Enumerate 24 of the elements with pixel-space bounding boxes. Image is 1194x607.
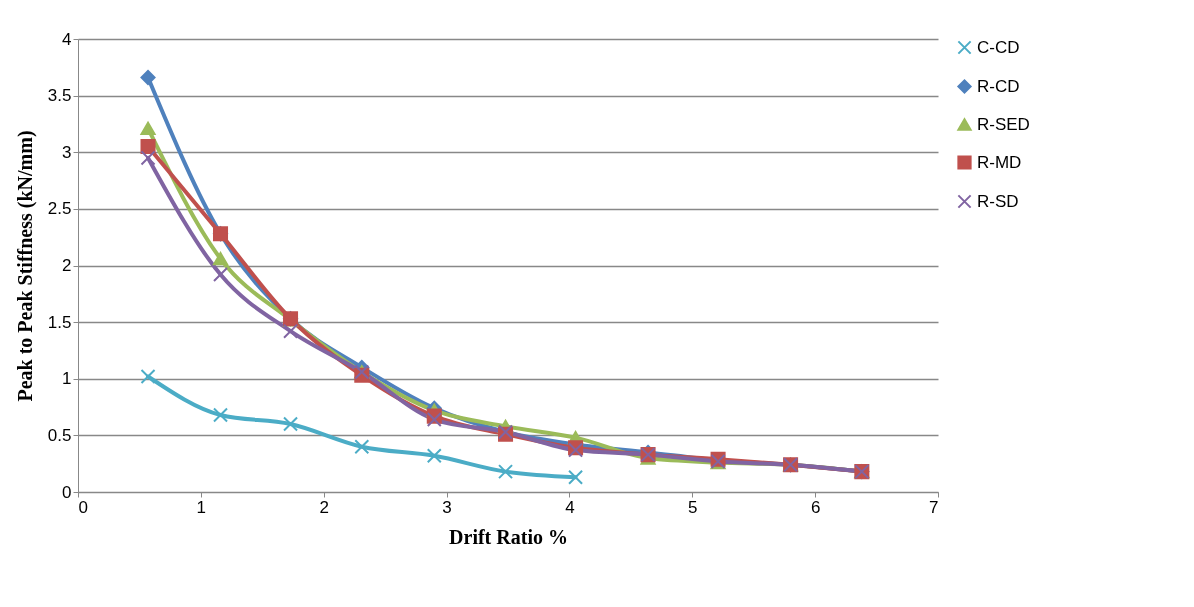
legend-label: R-CD [977, 76, 1020, 96]
y-tick-label: 4 [62, 29, 72, 49]
y-axis-title: Peak to Peak Stiffness (kN/mm) [13, 130, 37, 402]
x-tick-label: 5 [688, 497, 698, 517]
legend-label: R-SD [977, 191, 1019, 211]
x-tick-label: 3 [442, 497, 452, 517]
y-tick-label: 0 [62, 482, 72, 502]
legend-label: R-MD [977, 152, 1022, 172]
legend-label: R-SED [977, 114, 1030, 134]
y-tick-label: 1 [62, 369, 72, 389]
x-tick-label: 2 [319, 497, 329, 517]
x-tick-label: 4 [565, 497, 575, 517]
y-tick-label: 3 [62, 142, 72, 162]
x-tick-label: 0 [78, 497, 88, 517]
y-tick-label: 2 [62, 256, 72, 275]
legend-label: C-CD [977, 37, 1020, 57]
y-tick-label: 0.5 [47, 425, 72, 445]
y-tick-label: 1.5 [47, 312, 72, 332]
x-tick-label: 7 [929, 497, 939, 517]
x-axis-title: Drift Ratio % [449, 525, 568, 548]
y-tick-label: 3.5 [47, 86, 72, 106]
x-tick-label: 6 [810, 497, 821, 517]
y-tick-label: 2.5 [47, 199, 72, 219]
x-tick-label: 1 [196, 497, 207, 517]
